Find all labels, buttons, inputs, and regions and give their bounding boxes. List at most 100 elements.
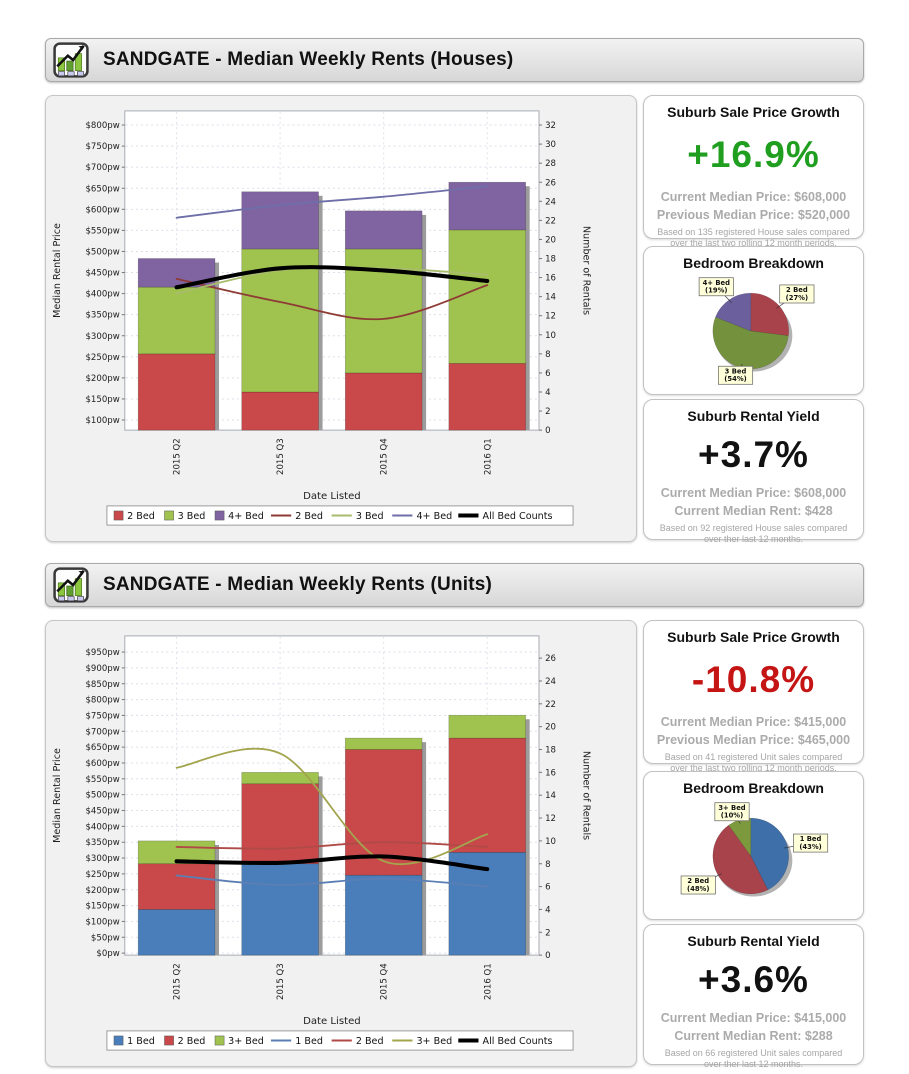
svg-text:22: 22 (545, 216, 556, 226)
svg-text:26: 26 (545, 178, 556, 188)
svg-text:$450pw: $450pw (85, 807, 119, 817)
svg-text:$450pw: $450pw (85, 269, 119, 279)
svg-text:$200pw: $200pw (85, 374, 119, 384)
svg-text:(48%): (48%) (687, 885, 709, 893)
svg-text:3 Bed: 3 Bed (178, 511, 206, 522)
svg-text:Date Listed: Date Listed (303, 1016, 361, 1027)
units-rent-chart: $0pw $50pw $100pw $150pw $200pw $250pw $300pw $… (52, 635, 591, 1051)
houses-section-title: SANDGATE - Median Weekly Rents (Houses) (103, 49, 514, 70)
units-rental-yield-card: Suburb Rental Yield +3.6% Current Median… (643, 924, 864, 1069)
svg-text:Number of Rentals: Number of Rentals (580, 751, 591, 840)
svg-text:$700pw: $700pw (85, 163, 119, 173)
units-bedroom-breakdown-card: Bedroom Breakdown 1 Bed (43%) 2 Bed (48%) 3+… (643, 771, 864, 920)
svg-text:(10%): (10%) (721, 812, 743, 820)
svg-text:3+ Bed: 3+ Bed (228, 1036, 264, 1047)
current-median-price: Current Median Price: $608,000 (660, 486, 847, 500)
svg-text:2: 2 (545, 407, 550, 417)
current-median-rent: Current Median Rent: $288 (674, 1029, 833, 1044)
svg-text:$600pw: $600pw (85, 759, 119, 769)
units-section-title: SANDGATE - Median Weekly Rents (Units) (103, 574, 493, 595)
svg-text:$850pw: $850pw (85, 680, 119, 690)
card-title: Suburb Sale Price Growth (667, 629, 840, 645)
card-title: Suburb Sale Price Growth (667, 104, 840, 120)
svg-text:2 Bed: 2 Bed (295, 511, 323, 522)
svg-text:All Bed Counts: All Bed Counts (483, 511, 553, 522)
card-title: Suburb Rental Yield (687, 408, 820, 424)
card-title: Suburb Rental Yield (687, 933, 820, 949)
current-median-price: Current Median Price: $415,000 (660, 715, 847, 729)
svg-text:8: 8 (545, 350, 550, 360)
svg-text:2 Bed: 2 Bed (178, 1036, 206, 1047)
svg-text:$950pw: $950pw (85, 648, 119, 658)
svg-text:12: 12 (545, 814, 556, 824)
svg-text:4+ Bed: 4+ Bed (416, 511, 452, 522)
chart-icon (53, 42, 89, 78)
svg-text:30: 30 (545, 140, 556, 150)
houses-rent-chart-panel: $100pw $150pw $200pw $250pw $300pw $350pw $400… (45, 95, 637, 542)
svg-text:10: 10 (545, 837, 556, 847)
svg-text:24: 24 (545, 197, 556, 207)
svg-text:20: 20 (545, 723, 556, 733)
svg-text:24: 24 (545, 677, 556, 687)
svg-text:$550pw: $550pw (85, 226, 119, 236)
svg-text:32: 32 (545, 121, 556, 131)
svg-text:1 Bed: 1 Bed (127, 1036, 155, 1047)
svg-text:4: 4 (545, 388, 550, 398)
houses-rent-chart: $100pw $150pw $200pw $250pw $300pw $350pw $400… (52, 110, 591, 526)
sale-price-growth-value: +16.9% (687, 134, 820, 175)
svg-text:2016 Q1: 2016 Q1 (483, 963, 493, 1000)
chart-icon (53, 567, 89, 603)
sale-price-growth-value: -10.8% (691, 659, 816, 700)
units-bedroom-pie-wrap: 1 Bed (43%) 2 Bed (48%) 3+ Bed (10%) (651, 800, 856, 912)
previous-median-price: Previous Median Price: $465,000 (656, 733, 851, 748)
houses-section-header: SANDGATE - Median Weekly Rents (Houses) (45, 38, 864, 82)
svg-text:$100pw: $100pw (85, 416, 119, 426)
units-rent-chart-panel: $0pw $50pw $100pw $150pw $200pw $250pw $300pw $… (45, 620, 637, 1067)
svg-text:2 Bed: 2 Bed (786, 286, 808, 294)
svg-text:$200pw: $200pw (85, 886, 119, 896)
card-footnote: Based on 66 registered Unit sales compar… (664, 1048, 843, 1070)
svg-text:2015 Q2: 2015 Q2 (173, 438, 183, 475)
houses-bedroom-breakdown-card: Bedroom Breakdown 2 Bed (27%) 3 Bed (54%) 4+… (643, 246, 864, 395)
houses-bedroom-pie-chart: 2 Bed(27%) 3 Bed(54%) 4+ Bed(19%) (698, 277, 815, 385)
svg-text:26: 26 (545, 654, 556, 664)
svg-text:3 Bed: 3 Bed (356, 511, 384, 522)
svg-text:3 Bed: 3 Bed (725, 367, 747, 375)
svg-text:2016 Q1: 2016 Q1 (483, 438, 493, 475)
svg-text:$550pw: $550pw (85, 775, 119, 785)
svg-text:$700pw: $700pw (85, 727, 119, 737)
svg-text:$600pw: $600pw (85, 205, 119, 215)
svg-text:6: 6 (545, 883, 550, 893)
svg-text:0: 0 (545, 951, 550, 961)
svg-text:18: 18 (545, 746, 556, 756)
svg-text:1 Bed: 1 Bed (295, 1036, 323, 1047)
svg-text:$500pw: $500pw (85, 791, 119, 801)
houses-sale-price-growth-card: Suburb Sale Price Growth +16.9% Current … (643, 95, 864, 248)
svg-text:14: 14 (545, 293, 556, 303)
svg-text:2: 2 (545, 928, 550, 938)
svg-text:10: 10 (545, 331, 556, 341)
svg-text:3+ Bed: 3+ Bed (718, 804, 745, 812)
current-median-price: Current Median Price: $608,000 (660, 190, 847, 204)
card-footnote: Based on 135 registered House sales comp… (657, 227, 850, 249)
svg-text:2 Bed: 2 Bed (127, 511, 155, 522)
svg-text:$750pw: $750pw (85, 711, 119, 721)
rental-yield-value: +3.7% (698, 434, 809, 475)
svg-text:$250pw: $250pw (85, 353, 119, 363)
svg-text:Number of Rentals: Number of Rentals (580, 226, 591, 315)
svg-text:14: 14 (545, 791, 556, 801)
svg-text:$350pw: $350pw (85, 311, 119, 321)
svg-text:(19%): (19%) (705, 287, 727, 295)
svg-text:$500pw: $500pw (85, 247, 119, 257)
svg-text:(43%): (43%) (799, 843, 821, 851)
svg-text:6: 6 (545, 369, 550, 379)
svg-text:$350pw: $350pw (85, 838, 119, 848)
card-title: Bedroom Breakdown (683, 780, 824, 796)
svg-text:$150pw: $150pw (85, 902, 119, 912)
svg-text:$650pw: $650pw (85, 743, 119, 753)
svg-text:2015 Q4: 2015 Q4 (380, 438, 390, 475)
svg-text:12: 12 (545, 312, 556, 322)
svg-text:$400pw: $400pw (85, 822, 119, 832)
svg-text:$100pw: $100pw (85, 917, 119, 927)
svg-text:$900pw: $900pw (85, 664, 119, 674)
